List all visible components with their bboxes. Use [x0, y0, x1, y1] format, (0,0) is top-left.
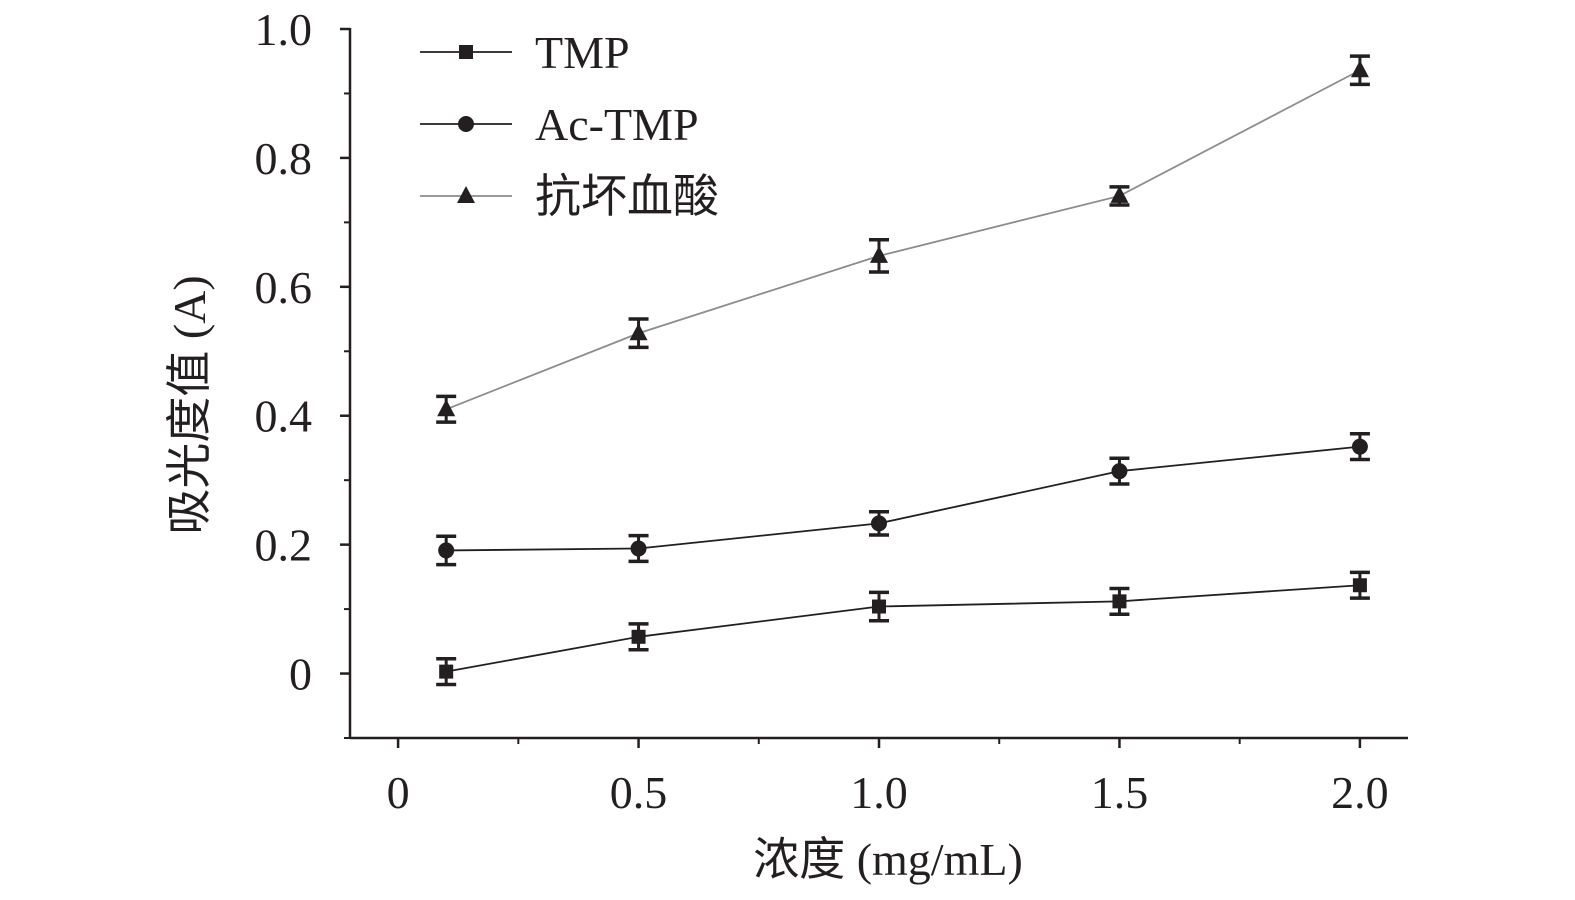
ticks: 0 0.2 0.4 0.6 0.8 1.0 0 0.5 1.0 1.5 2.0 — [255, 4, 1389, 818]
legend-label: Ac-TMP — [535, 99, 699, 150]
data-point — [1352, 578, 1367, 593]
legend-label: 抗坏血酸 — [535, 171, 719, 222]
y-tick-label: 0.2 — [255, 520, 313, 571]
x-tick-label: 2.0 — [1331, 767, 1389, 818]
series-triangle — [436, 54, 1370, 424]
y-tick-label: 0.6 — [255, 262, 313, 313]
y-tick-label: 0.8 — [255, 133, 313, 184]
data-point — [439, 664, 454, 679]
data-point — [437, 399, 456, 417]
legend-marker — [458, 116, 474, 132]
series-circle — [436, 432, 1370, 567]
legend-item: 抗坏血酸 — [420, 171, 719, 222]
y-tick-label: 0 — [289, 649, 312, 700]
data-point — [870, 245, 888, 263]
y-axis-title: 吸光度值 (A) — [164, 275, 215, 534]
legend-marker — [459, 45, 473, 59]
x-axis-title: 浓度 (mg/mL) — [753, 834, 1023, 885]
series-line — [446, 445, 1361, 552]
series — [436, 54, 1370, 687]
data-point — [1110, 185, 1129, 203]
legend: TMP Ac-TMP 抗坏血酸 — [420, 27, 719, 222]
legend-marker — [457, 186, 475, 203]
data-point — [629, 323, 648, 341]
data-point — [872, 599, 886, 614]
x-tick-label: 0.5 — [610, 767, 668, 818]
data-point — [871, 515, 887, 532]
y-tick-label: 0.4 — [255, 391, 313, 442]
series-square — [436, 570, 1370, 687]
x-tick-label: 1.5 — [1091, 767, 1149, 818]
series-line — [446, 584, 1360, 673]
legend-item: Ac-TMP — [420, 99, 699, 150]
axes — [348, 28, 1408, 740]
x-tick-label: 1.0 — [850, 767, 908, 818]
data-point — [630, 540, 647, 557]
x-tick-label: 0 — [387, 767, 410, 818]
y-tick-label: 1.0 — [255, 4, 313, 55]
data-point — [631, 629, 646, 644]
data-point — [438, 542, 455, 559]
data-point — [1112, 594, 1127, 609]
legend-item: TMP — [420, 27, 630, 78]
data-point — [1351, 438, 1368, 455]
data-point — [1350, 60, 1369, 78]
data-point — [1111, 463, 1128, 480]
legend-label: TMP — [535, 27, 630, 78]
